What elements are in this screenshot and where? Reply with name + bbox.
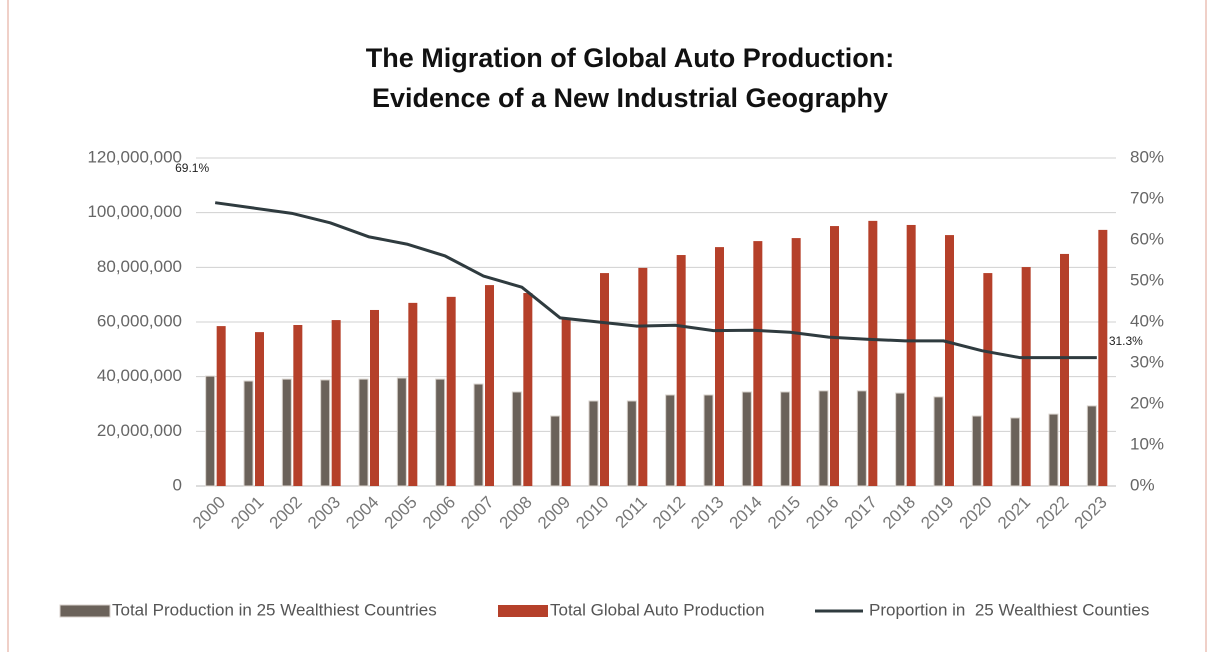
legend-label: Total Production in 25 Wealthiest Countr… — [112, 600, 437, 619]
bar — [945, 235, 954, 486]
x-tick-label: 2023 — [1071, 493, 1111, 533]
y2-tick-label: 20% — [1130, 393, 1164, 412]
y2-tick-label: 0% — [1130, 475, 1155, 494]
bar — [1021, 267, 1031, 486]
x-tick-label: 2016 — [802, 493, 842, 533]
x-tick-label: 2006 — [419, 493, 459, 533]
bar — [906, 224, 916, 486]
bar — [255, 332, 264, 486]
bar — [1086, 405, 1097, 487]
y2-tick-label: 60% — [1130, 229, 1164, 248]
bar — [293, 325, 303, 486]
x-tick-label: 2000 — [189, 493, 229, 533]
bar — [856, 390, 867, 487]
line — [214, 201, 1097, 360]
bar — [511, 391, 522, 487]
y2-tick-label: 70% — [1130, 188, 1164, 207]
bar — [715, 247, 724, 486]
x-tick-label: 2013 — [687, 493, 727, 533]
y-tick-label: 80,000,000 — [97, 257, 182, 276]
x-tick-label: 2020 — [956, 493, 996, 533]
chart-title: Evidence of a New Industrial Geography — [372, 83, 888, 113]
y2-tick-label: 10% — [1130, 434, 1164, 453]
bar — [396, 377, 407, 487]
bar — [626, 400, 637, 487]
bar — [895, 392, 906, 487]
bar — [320, 379, 331, 487]
x-tick-label: 2022 — [1032, 493, 1072, 533]
bar — [281, 378, 292, 487]
y2-tick-label: 50% — [1130, 270, 1164, 289]
bar — [446, 296, 456, 486]
x-tick-label: 2019 — [917, 493, 957, 533]
y-tick-label: 20,000,000 — [97, 421, 182, 440]
y-tick-label: 120,000,000 — [87, 147, 182, 166]
bar — [435, 378, 446, 487]
x-tick-label: 2018 — [879, 493, 919, 533]
x-tick-label: 2009 — [534, 493, 574, 533]
bar — [753, 241, 763, 486]
x-tick-label: 2015 — [764, 493, 804, 533]
legend-swatch — [498, 605, 548, 617]
x-tick-label: 2002 — [266, 493, 306, 533]
y2-tick-label: 30% — [1130, 352, 1164, 371]
bar — [473, 383, 484, 487]
bar — [780, 391, 791, 487]
bar — [331, 320, 341, 486]
bar — [1060, 253, 1069, 486]
y2-tick-label: 40% — [1130, 311, 1164, 330]
bar — [830, 226, 839, 486]
x-tick-label: 2014 — [726, 493, 766, 533]
bar — [243, 380, 254, 487]
y-tick-label: 60,000,000 — [97, 311, 182, 330]
data-label: 69.1% — [175, 161, 209, 175]
bar — [703, 394, 714, 487]
x-tick-label: 2005 — [381, 493, 421, 533]
x-tick-label: 2012 — [649, 493, 689, 533]
x-tick-label: 2003 — [304, 493, 344, 533]
bar — [983, 273, 993, 486]
bar — [358, 378, 369, 487]
bar — [971, 415, 982, 487]
y-tick-label: 0 — [173, 475, 182, 494]
bar — [216, 326, 226, 486]
y-tick-label: 100,000,000 — [87, 202, 182, 221]
bar — [665, 394, 676, 487]
bar — [485, 285, 494, 486]
bar — [370, 309, 379, 486]
bar — [550, 415, 561, 487]
bar — [676, 255, 686, 486]
x-tick-label: 2004 — [342, 493, 382, 533]
y-tick-label: 40,000,000 — [97, 366, 182, 385]
x-tick-label: 2011 — [612, 493, 651, 532]
bar — [1010, 417, 1021, 487]
bar — [1048, 413, 1059, 487]
legend-label: Proportion in 25 Wealthiest Counties — [869, 600, 1149, 619]
bar — [561, 317, 571, 486]
bar — [818, 390, 829, 487]
bar — [205, 375, 216, 487]
bar — [868, 220, 878, 486]
x-tick-label: 2008 — [496, 493, 536, 533]
y2-tick-label: 80% — [1130, 147, 1164, 166]
bar — [600, 273, 609, 486]
data-label: 31.3% — [1109, 334, 1143, 348]
bar — [741, 391, 752, 487]
bar — [1098, 229, 1108, 487]
bar — [408, 302, 418, 486]
legend-swatch — [59, 604, 111, 618]
bar — [638, 267, 648, 486]
bar — [588, 400, 599, 487]
x-tick-label: 2017 — [841, 493, 881, 533]
bar — [933, 396, 944, 487]
bar — [523, 293, 533, 486]
x-tick-label: 2010 — [572, 493, 612, 533]
x-tick-label: 2007 — [457, 493, 497, 533]
x-tick-label: 2021 — [994, 493, 1034, 533]
chart-title: The Migration of Global Auto Production: — [366, 43, 894, 73]
bar — [791, 238, 801, 486]
legend-label: Total Global Auto Production — [550, 600, 765, 619]
x-tick-label: 2001 — [227, 493, 267, 533]
